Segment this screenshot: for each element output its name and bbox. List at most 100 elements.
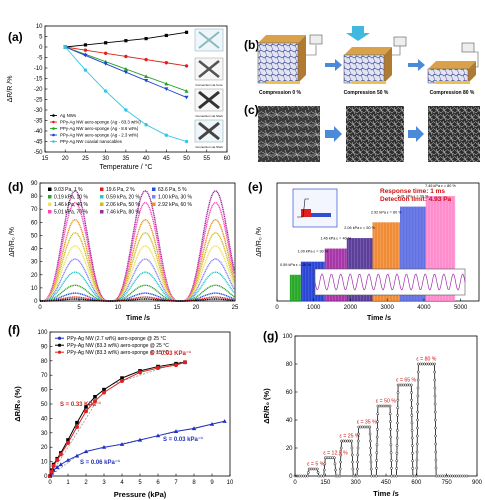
point-f [138,370,142,375]
y-tick-label-g-4: 80 [286,362,293,368]
legend-entry-d-0: 9.03 Pa, 1 % [54,187,83,193]
arrow-icon [325,126,342,142]
x-tick-label-f-2: 2 [84,480,88,486]
point-f [55,458,60,463]
block-label-e-4: 2.92 kPa ε = 60 % [371,210,402,214]
y-tick-label-a-10: 0 [39,45,43,51]
chart-a: 15 20 25 30 35 40 45 50 55 60-50-45-40-35-30-25-2… [7,24,231,171]
x-tick-label-g-4: 600 [411,480,422,486]
y-tick-label-a-3: -35 [34,119,43,125]
point-g [396,413,399,417]
inset-caption-3: Connection via Shell [195,145,223,149]
label-f: (f) [8,323,20,337]
point-a [103,89,108,93]
chart-e: 0 1000 2000 3000 4000 5000 ΔR/R₀ /% Time /s R… [256,182,480,322]
x-tick-label-d-2: 10 [115,305,122,311]
point-g [409,383,413,387]
series-line-d-7 [40,284,235,302]
point-g [433,386,437,390]
point-g [357,432,360,436]
point-g [395,467,399,470]
x-tick-label-g-1: 150 [320,480,331,486]
point-g [411,467,415,470]
point-f [102,387,106,392]
y-tick-label-f-10: 100 [37,330,48,336]
point-f [102,390,106,395]
series-line-d-10 [40,298,235,302]
sem-image-0 [258,106,320,162]
point-f [174,363,178,368]
caption-compression-80: Compression 80 % [430,90,475,96]
slope-annotation-1: S = 0.03 KPa⁻¹ [150,350,191,357]
legend-marker-f [57,336,62,340]
x-tick-label-d-1: 5 [77,305,81,311]
point-g [433,418,437,422]
meter-icon [461,42,475,53]
point-a [184,139,189,144]
point-g [339,453,343,457]
step-label-g-4: ε = 50 % [376,399,396,405]
y-tick-label-d-1: 10 [31,286,38,292]
point-g [323,462,327,466]
label-e: (e) [248,180,263,194]
point-g [375,466,378,470]
point-g [434,434,437,438]
legend-marker-d [100,202,104,206]
series-line-d-2 [40,218,235,302]
x-tick-label-f-9: 9 [210,480,214,486]
sem-images-c [258,106,480,162]
point-g [306,474,309,478]
caption-compression-0: Compression 0 % [259,90,302,96]
point-g [396,406,400,410]
point-g [356,460,359,464]
x-tick-label-a-5: 40 [143,156,150,162]
x-tick-label-f-0: 0 [48,480,52,486]
label-a: (a) [8,30,23,44]
point-g [389,435,393,439]
point-g [415,442,419,446]
point-g [410,413,414,417]
sem-image-80 [428,106,480,162]
point-g [433,410,437,414]
point-g [317,474,321,478]
arrow-icon [408,59,425,71]
point-g [415,434,419,438]
point-g [356,453,360,457]
point-g [369,446,372,450]
point-g [415,450,419,454]
detection-limit-note: Detection limit: 4.93 Pa [380,196,452,203]
point-g [355,467,359,471]
point-g [355,474,359,478]
x-tick-label-e-1: 1000 [307,305,321,311]
point-g [395,459,399,463]
series-line-d-6 [40,271,235,302]
point-g [434,450,438,454]
cube-compression-0 [257,34,323,84]
legend-marker-d [152,202,156,206]
point-g [334,468,337,472]
slope-annotation-4: S = 0.06 kPa⁻¹ [80,459,120,466]
step-label-g-2: ε = 25 % [340,434,360,440]
point-f [49,469,54,474]
y-tick-label-f-4: 40 [41,416,48,422]
point-g [351,467,355,471]
legend-entry-f-1: PPy-Ag NW (83.3 wt%) aero-sponge @ 25 °C [67,343,169,349]
point-g [434,426,437,430]
x-tick-label-g-5: 750 [442,480,453,486]
x-tick-label-f-6: 6 [156,480,160,486]
point-a [123,67,128,71]
y-tick-label-a-6: -20 [34,87,43,93]
legend-entry-d-1: 19.6 Pa, 2 % [106,187,135,193]
y-axis-label-g: ΔR/R₀ (%) [262,388,271,424]
legend-marker-d [100,187,104,191]
series-line-d-3 [40,232,235,302]
point-g [416,378,420,382]
point-f [137,437,143,442]
point-g [395,451,399,455]
y-tick-label-d-6: 60 [31,220,38,226]
y-tick-label-f-3: 30 [41,431,48,437]
x-tick-label-f-10: 10 [227,480,234,486]
legend-entry-a-4: PPy-Ag NW coaxial nanocables [60,139,123,144]
point-g [395,474,398,478]
